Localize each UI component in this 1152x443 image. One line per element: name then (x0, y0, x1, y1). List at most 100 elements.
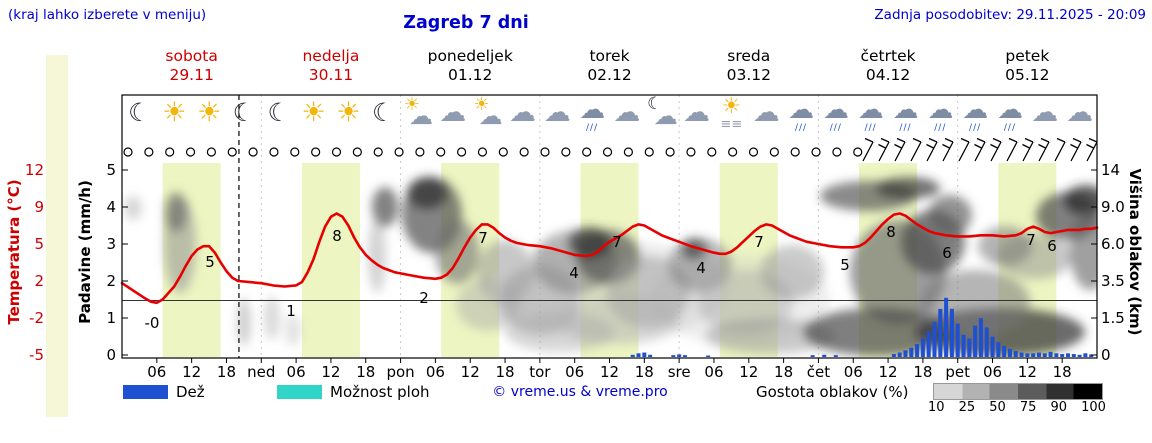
rain-bar (949, 308, 954, 357)
wind-calm-symbol (394, 147, 404, 157)
wind-barb-icon (1038, 137, 1050, 162)
cloud-density-gradient-bar (933, 383, 1103, 400)
rain-bar (671, 355, 676, 357)
wind-calm-symbol (269, 147, 279, 157)
rain-bar (938, 308, 943, 357)
wind-barb-icon (1054, 137, 1066, 162)
wind-calm-symbol (436, 147, 446, 157)
wind-calm-symbol (602, 147, 613, 157)
rain-bar (1031, 353, 1036, 357)
rain-bar (810, 355, 815, 357)
wind-barb-icon (910, 137, 922, 162)
cloud-blob (760, 245, 824, 299)
cloud-blob (165, 192, 187, 232)
wind-barb-icon (894, 137, 906, 162)
rain-bar (1013, 351, 1018, 357)
wind-barb-icon (1022, 137, 1034, 162)
wind-barb-icon (862, 137, 874, 162)
wind-barb-icon (1006, 137, 1018, 162)
wind-calm-symbol (707, 147, 717, 157)
cloud-blob (368, 217, 386, 293)
wind-calm-symbol (582, 147, 592, 157)
cloud-blob (705, 318, 835, 354)
rain-bar (1065, 353, 1070, 357)
wind-calm-symbol (248, 147, 258, 157)
rain-bar (944, 297, 949, 357)
rain-bar (891, 354, 896, 357)
rain-bar (990, 336, 995, 357)
cloud-blob (435, 220, 479, 284)
rain-bar (822, 354, 827, 357)
rain-bar (1077, 354, 1082, 357)
left-accent-strip (46, 55, 68, 417)
rain-bar (955, 323, 960, 357)
rain-bar (1019, 352, 1024, 357)
cloud-blob (1070, 210, 1097, 290)
wind-calm-symbol (498, 147, 508, 157)
wind-barb-icon (926, 137, 938, 162)
cloud-blob (1064, 185, 1097, 215)
rain-bar (915, 344, 920, 357)
rain-bar (996, 342, 1001, 357)
rain-bar (1036, 352, 1041, 357)
cloud-density-tick-row: 10 25 50 75 90 100 (928, 400, 1106, 415)
rain-legend-label: Dež (176, 383, 205, 401)
wind-calm-symbol (290, 147, 300, 157)
rain-bar (1071, 354, 1076, 357)
cloud-blob (285, 314, 301, 346)
rain-bar (1042, 353, 1047, 357)
wind-calm-symbol (686, 147, 696, 157)
daylight-band (301, 163, 360, 357)
rain-bar (920, 338, 925, 357)
rain-bar (1002, 345, 1007, 357)
density-tick: 10 (928, 400, 945, 415)
wind-barb-icon (990, 137, 1002, 162)
cloud-blob (681, 238, 707, 260)
wind-calm-symbol (665, 147, 675, 157)
wind-calm-symbol (519, 147, 529, 157)
rain-bar (648, 354, 653, 357)
density-tick: 75 (1019, 400, 1037, 415)
density-tick: 90 (1050, 400, 1068, 415)
rain-bar (967, 338, 972, 357)
wind-calm-symbol (853, 147, 863, 157)
cloud-blob (876, 177, 940, 199)
rain-bar (897, 352, 902, 357)
temperature-line (120, 212, 1099, 305)
wind-calm-symbol (185, 147, 196, 157)
cloud-blob (124, 196, 142, 220)
page-title: Zagreb 7 dni (403, 13, 529, 33)
showers-legend-swatch (277, 385, 322, 399)
wind-barb-icon (878, 137, 890, 162)
wind-calm-symbol (790, 147, 800, 157)
rain-bar (636, 353, 641, 357)
rain-bar (677, 354, 682, 357)
cloud-blob (264, 296, 280, 340)
wind-calm-symbol (623, 147, 634, 157)
rain-bar (1054, 353, 1059, 357)
cloud-blob (803, 308, 953, 356)
copyright-text: © vreme.us & vreme.pro (492, 384, 668, 400)
wind-calm-symbol (477, 147, 488, 157)
wind-calm-symbol (540, 147, 550, 157)
wind-calm-symbol (331, 147, 342, 157)
wind-calm-symbol (415, 147, 425, 157)
wind-calm-symbol (373, 147, 383, 157)
wind-calm-symbol (811, 147, 821, 157)
cloud-blob (568, 227, 612, 259)
rain-bar (682, 355, 687, 357)
wind-calm-symbol (165, 147, 175, 157)
wind-calm-symbol (769, 147, 779, 157)
wind-calm-symbol (832, 147, 842, 157)
rain-bar (973, 325, 978, 357)
density-tick: 25 (958, 400, 976, 415)
cloud-blob (928, 195, 972, 235)
wind-calm-symbol (644, 147, 654, 157)
rain-bar (1089, 354, 1094, 357)
rain-bar (1007, 348, 1012, 357)
last-update-text: Zadnja posodobitev: 29.11.2025 - 20:09 (874, 7, 1146, 23)
rain-bar (978, 318, 983, 357)
rain-legend-swatch (123, 385, 168, 399)
wind-barb-icon (974, 137, 986, 162)
